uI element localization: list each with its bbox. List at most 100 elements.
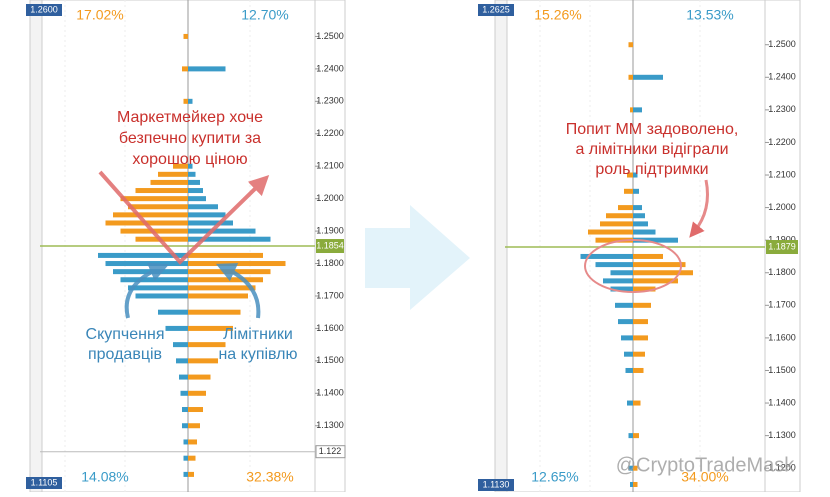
- annotation: Лімітники: [223, 326, 293, 343]
- y-tick-label: 1.1400: [316, 388, 344, 398]
- y-tick-label: 1.2000: [316, 193, 344, 203]
- blue-bar: [188, 220, 233, 226]
- orange-bar: [618, 205, 633, 211]
- y-tick-label: 1.2300: [316, 96, 344, 106]
- orange-bar: [624, 188, 633, 194]
- blue-bar: [610, 286, 633, 292]
- blue-bar: [580, 253, 633, 259]
- y-tick-label: 1.2200: [316, 128, 344, 138]
- orange-bar: [633, 319, 648, 325]
- marker-box: [315, 445, 346, 459]
- blue-bar: [628, 465, 633, 471]
- percentage: 15.26%: [534, 7, 581, 23]
- blue-bar: [633, 74, 663, 80]
- blue-bar: [188, 98, 193, 104]
- marker-label: 1.122: [319, 446, 342, 456]
- sellers-arrow: [124, 262, 170, 319]
- blue-bar: [188, 66, 226, 72]
- orange-bar: [188, 309, 241, 315]
- orange-bar: [633, 433, 639, 439]
- transition-arrow: [365, 205, 470, 310]
- pointer-arrow: [689, 179, 709, 238]
- blue-bar: [120, 277, 188, 283]
- y-tick-label: 1.2100: [768, 169, 796, 179]
- blue-bar: [633, 229, 656, 235]
- orange-bar: [588, 229, 633, 235]
- v-arrow: [98, 170, 270, 265]
- orange-bar: [628, 74, 633, 80]
- percentage: 12.70%: [241, 7, 288, 23]
- price-label: 1.1879: [768, 241, 796, 251]
- orange-bar: [628, 42, 633, 48]
- percentage: 14.08%: [81, 469, 128, 485]
- orange-bar: [150, 179, 188, 185]
- annotation: а лімітники відіграли: [575, 141, 728, 158]
- orange-bar: [188, 277, 263, 283]
- orange-bar: [188, 261, 286, 267]
- right-scrollbar: [494, 0, 508, 493]
- blue-bar: [176, 358, 188, 364]
- orange-bar: [633, 286, 656, 292]
- orange-bar: [188, 390, 206, 396]
- annotation: безпечно купити за: [119, 130, 261, 147]
- y-tick-label: 1.2500: [768, 39, 796, 49]
- orange-bar: [188, 439, 197, 445]
- percentage: 17.02%: [76, 7, 123, 23]
- blue-bar: [633, 205, 642, 211]
- blue-bar: [633, 172, 638, 178]
- blue-bar: [610, 270, 633, 276]
- orange-bar: [633, 302, 651, 308]
- orange-bar: [633, 351, 645, 357]
- y-tick-label: 1.1600: [768, 332, 796, 342]
- blue-bar: [135, 293, 188, 299]
- blue-bar: [633, 213, 645, 219]
- blue-bar: [603, 278, 633, 284]
- y-tick-label: 1.2400: [316, 63, 344, 73]
- orange-bar: [188, 374, 211, 380]
- y-tick-label: 1.1700: [768, 300, 796, 310]
- blue-bar: [188, 212, 226, 218]
- blue-bar: [188, 171, 196, 177]
- range-label: 1.2625: [482, 4, 510, 14]
- blue-bar: [188, 163, 193, 169]
- blue-bar: [182, 423, 188, 429]
- y-tick-label: 1.2400: [768, 72, 796, 82]
- blue-bar: [188, 204, 218, 210]
- blue-bar: [183, 471, 188, 477]
- blue-bar: [621, 335, 633, 341]
- orange-bar: [158, 171, 188, 177]
- annotation: на купівлю: [218, 346, 297, 363]
- blue-bar: [180, 390, 188, 396]
- blue-bar: [627, 400, 633, 406]
- orange-bar: [183, 33, 188, 39]
- percentage: 12.65%: [531, 469, 578, 485]
- orange-bar: [188, 293, 248, 299]
- percentage: 32.38%: [246, 469, 293, 485]
- blue-bar: [179, 374, 188, 380]
- orange-bar: [606, 213, 633, 219]
- orange-bar: [633, 270, 693, 276]
- y-tick-label: 1.1500: [768, 365, 796, 375]
- orange-bar: [633, 278, 678, 284]
- y-tick-label: 1.1600: [316, 323, 344, 333]
- orange-bar: [120, 196, 188, 202]
- annotation: роль підтримки: [595, 161, 708, 178]
- range-label: 1.2600: [30, 4, 58, 14]
- blue-bar: [188, 196, 206, 202]
- range-label-box: [478, 479, 514, 491]
- orange-bar: [600, 221, 633, 227]
- orange-bar: [173, 163, 188, 169]
- range-label: 1.1105: [31, 477, 58, 487]
- blue-bar: [633, 237, 678, 243]
- y-tick-label: 1.2300: [768, 104, 796, 114]
- y-tick-label: 1.1800: [768, 267, 796, 277]
- y-tick-label: 1.1900: [316, 225, 344, 235]
- blue-bar: [633, 188, 639, 194]
- y-tick-label: 1.1700: [316, 290, 344, 300]
- orange-bar: [182, 66, 188, 72]
- right-panel: [504, 0, 801, 493]
- orange-bar: [188, 407, 203, 413]
- blue-bar: [183, 439, 188, 445]
